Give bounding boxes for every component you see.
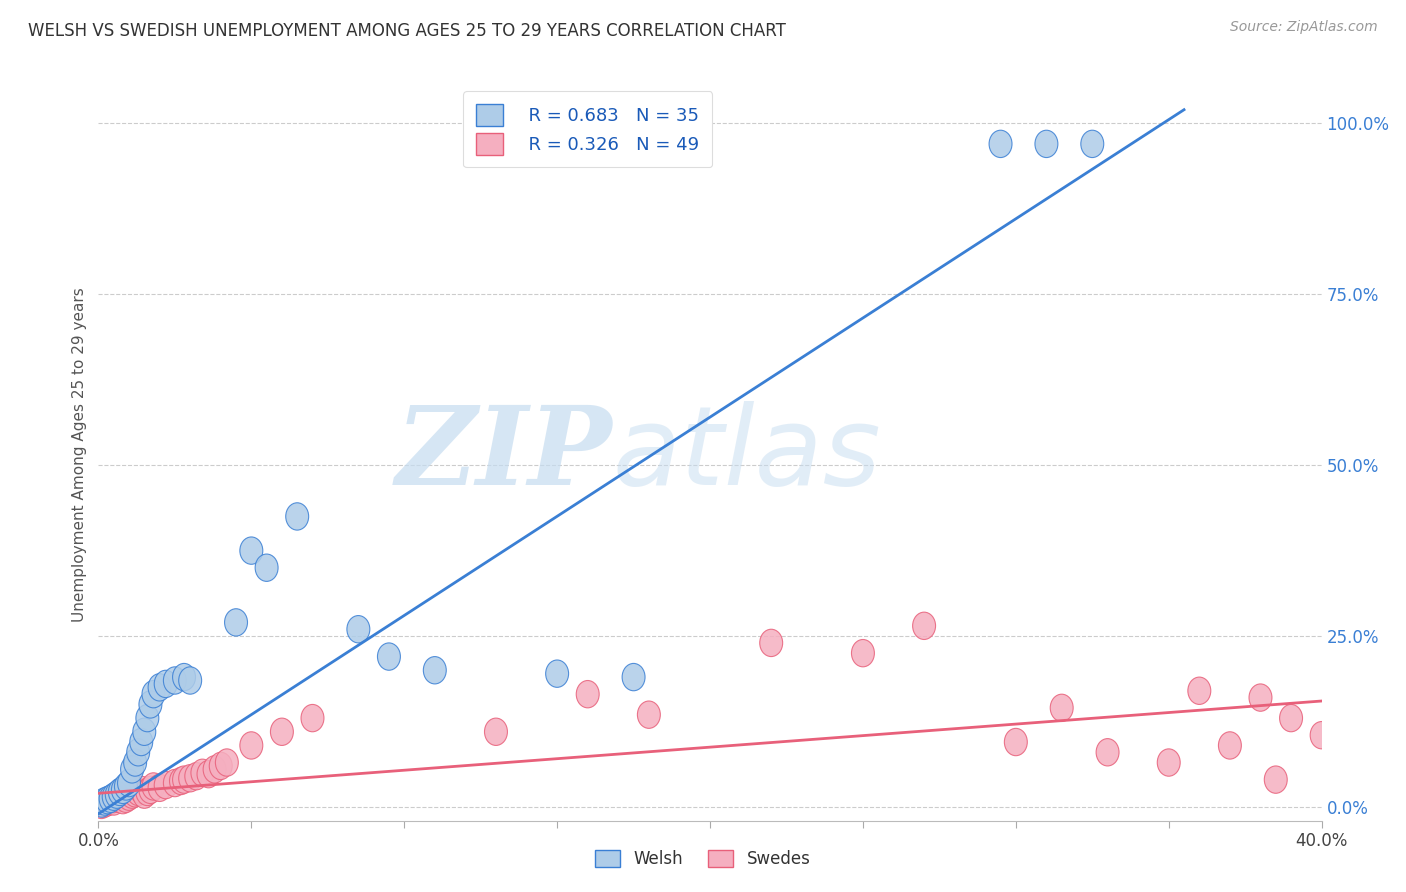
Text: ZIP: ZIP [395, 401, 612, 508]
Ellipse shape [1249, 684, 1272, 711]
Ellipse shape [1279, 705, 1302, 731]
Ellipse shape [132, 781, 156, 808]
Ellipse shape [485, 718, 508, 746]
Ellipse shape [100, 787, 122, 814]
Ellipse shape [347, 615, 370, 643]
Ellipse shape [129, 776, 153, 804]
Ellipse shape [111, 776, 135, 804]
Ellipse shape [202, 756, 226, 783]
Ellipse shape [225, 608, 247, 636]
Ellipse shape [1188, 677, 1211, 705]
Ellipse shape [114, 785, 138, 813]
Ellipse shape [132, 718, 156, 746]
Ellipse shape [90, 791, 112, 819]
Ellipse shape [173, 664, 195, 690]
Ellipse shape [1264, 766, 1288, 793]
Ellipse shape [124, 749, 146, 776]
Ellipse shape [179, 667, 201, 694]
Ellipse shape [139, 776, 162, 804]
Ellipse shape [1050, 694, 1073, 722]
Ellipse shape [270, 718, 294, 746]
Ellipse shape [423, 657, 446, 684]
Legend:   R = 0.683   N = 35,   R = 0.326   N = 49: R = 0.683 N = 35, R = 0.326 N = 49 [463, 91, 713, 168]
Ellipse shape [93, 790, 117, 817]
Ellipse shape [121, 756, 143, 783]
Ellipse shape [912, 612, 935, 640]
Ellipse shape [100, 785, 122, 813]
Ellipse shape [173, 766, 195, 793]
Ellipse shape [1035, 130, 1057, 158]
Ellipse shape [215, 749, 239, 776]
Ellipse shape [197, 761, 219, 788]
Ellipse shape [285, 503, 309, 530]
Ellipse shape [1081, 130, 1104, 158]
Ellipse shape [240, 731, 263, 759]
Legend: Welsh, Swedes: Welsh, Swedes [589, 843, 817, 875]
Ellipse shape [1310, 722, 1333, 749]
Ellipse shape [170, 767, 193, 795]
Ellipse shape [1097, 739, 1119, 766]
Ellipse shape [124, 780, 146, 807]
Ellipse shape [988, 130, 1012, 158]
Ellipse shape [191, 759, 214, 787]
Ellipse shape [90, 790, 112, 817]
Ellipse shape [129, 729, 153, 756]
Ellipse shape [96, 787, 120, 814]
Ellipse shape [108, 778, 131, 805]
Ellipse shape [184, 763, 208, 790]
Ellipse shape [1157, 749, 1180, 776]
Ellipse shape [621, 664, 645, 690]
Ellipse shape [546, 660, 568, 688]
Ellipse shape [118, 783, 141, 811]
Ellipse shape [209, 752, 232, 780]
Ellipse shape [637, 701, 661, 729]
Ellipse shape [103, 788, 125, 815]
Text: Source: ZipAtlas.com: Source: ZipAtlas.com [1230, 20, 1378, 34]
Ellipse shape [105, 785, 128, 813]
Ellipse shape [114, 772, 138, 800]
Ellipse shape [148, 673, 172, 701]
Ellipse shape [96, 789, 120, 816]
Y-axis label: Unemployment Among Ages 25 to 29 years: Unemployment Among Ages 25 to 29 years [72, 287, 87, 623]
Ellipse shape [155, 772, 177, 798]
Ellipse shape [136, 705, 159, 731]
Ellipse shape [139, 690, 162, 718]
Ellipse shape [1219, 731, 1241, 759]
Ellipse shape [136, 778, 159, 805]
Ellipse shape [103, 783, 125, 811]
Ellipse shape [105, 781, 128, 808]
Ellipse shape [377, 643, 401, 670]
Ellipse shape [576, 681, 599, 708]
Ellipse shape [163, 667, 187, 694]
Text: atlas: atlas [612, 401, 880, 508]
Ellipse shape [121, 781, 143, 808]
Ellipse shape [163, 770, 187, 797]
Ellipse shape [118, 770, 141, 797]
Ellipse shape [155, 670, 177, 698]
Text: WELSH VS SWEDISH UNEMPLOYMENT AMONG AGES 25 TO 29 YEARS CORRELATION CHART: WELSH VS SWEDISH UNEMPLOYMENT AMONG AGES… [28, 22, 786, 40]
Ellipse shape [111, 787, 135, 814]
Ellipse shape [142, 772, 165, 800]
Ellipse shape [759, 629, 783, 657]
Ellipse shape [179, 764, 201, 792]
Ellipse shape [148, 774, 172, 802]
Ellipse shape [127, 778, 149, 805]
Ellipse shape [852, 640, 875, 667]
Ellipse shape [108, 783, 131, 811]
Ellipse shape [240, 537, 263, 565]
Ellipse shape [1004, 729, 1028, 756]
Ellipse shape [301, 705, 323, 731]
Ellipse shape [127, 739, 149, 766]
Ellipse shape [93, 788, 117, 815]
Ellipse shape [142, 681, 165, 708]
Ellipse shape [254, 554, 278, 582]
